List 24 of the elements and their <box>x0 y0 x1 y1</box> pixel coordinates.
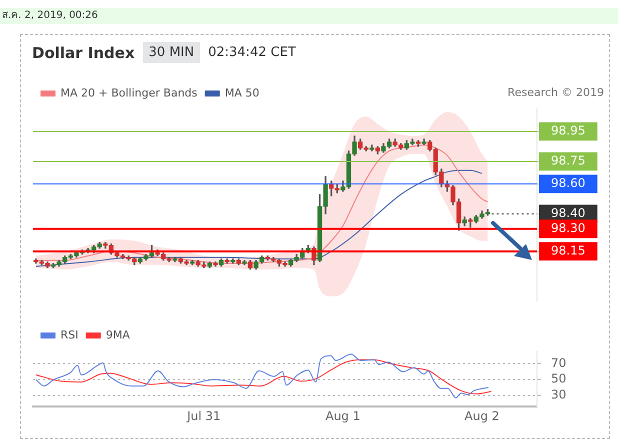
y-tick-label: 50 <box>551 372 566 386</box>
y-tick-label: 98.75 <box>551 154 586 168</box>
y-tick-label: 30 <box>551 388 566 402</box>
x-tick-label: Jul 31 <box>186 408 221 423</box>
y-tick-label: 98.40 <box>551 206 586 220</box>
legend-label: MA 50 <box>224 86 260 100</box>
x-tick-label: Aug 2 <box>464 408 500 423</box>
line-series <box>35 359 492 394</box>
text: 02:34:42 CET <box>208 45 296 60</box>
y-tick-label: 98.95 <box>551 124 586 138</box>
line-series <box>35 354 489 398</box>
y-tick-label: 98.30 <box>551 221 586 235</box>
text: Research © 2019 <box>508 86 604 99</box>
legend-label: 9MA <box>106 328 130 342</box>
x-tick-label: Aug 1 <box>325 408 360 423</box>
text: ส.ค. 2, 2019, 00:26 <box>0 8 618 24</box>
y-tick-label: 70 <box>551 356 566 370</box>
line-series <box>35 170 482 267</box>
legend-label: RSI <box>60 328 78 342</box>
chart-title: Dollar Index <box>32 44 135 62</box>
chart-subtitle: 30 MIN <box>142 42 200 63</box>
legend-label: MA 20 + Bollinger Bands <box>60 86 198 100</box>
y-tick-label: 98.15 <box>551 243 586 258</box>
y-tick-label: 98.60 <box>551 176 586 190</box>
